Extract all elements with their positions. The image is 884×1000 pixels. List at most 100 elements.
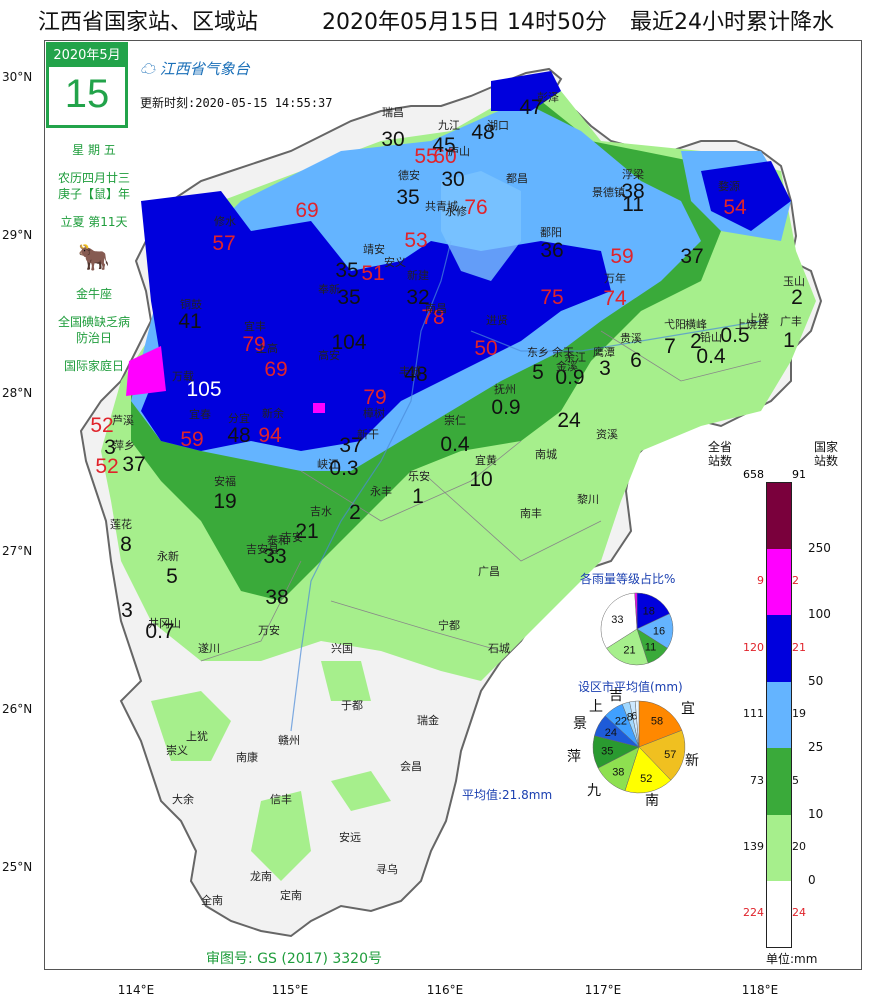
legend-swatch [767, 615, 791, 682]
station-value: 94 [258, 424, 282, 447]
city-label: 湖口 [487, 119, 509, 132]
station-value: 52 [90, 414, 114, 437]
city-label: 黎川 [577, 493, 599, 506]
station-value: 19 [213, 490, 237, 513]
station-value: 6 [630, 349, 642, 372]
station-value: 59 [180, 428, 204, 451]
pie-slice-label: 57 [664, 749, 676, 761]
station-value: 33 [263, 545, 287, 568]
rain-zone-light-south [151, 691, 231, 761]
city-label: 崇仁 [444, 414, 466, 427]
rain-zone-250-magenta [126, 346, 166, 396]
city-label: 樟树 [363, 407, 385, 420]
map-approval-number: 审图号: GS (2017) 3320号 [206, 951, 382, 967]
pie-slice-label: 11 [645, 641, 656, 653]
station-value: 53 [404, 229, 428, 252]
city-label: 定南 [280, 889, 302, 902]
city-label: 芦溪 [112, 414, 134, 427]
legend-tick-label: 250 [808, 541, 831, 555]
city-label: 九江 [438, 119, 460, 132]
station-value: 104 [331, 331, 367, 354]
city-label: 东乡 [527, 346, 549, 359]
station-value: 45 [432, 134, 456, 157]
river-gan [290, 240, 452, 732]
prefecture-boundaries [200, 330, 762, 662]
station-value: 0.9 [491, 396, 521, 419]
legend-unit: 单位:mm [766, 952, 818, 966]
city-label: 万安 [258, 624, 280, 637]
city-label: 铅山 [700, 331, 722, 344]
city-label: 宜黄 [475, 454, 497, 467]
station-value: 38 [265, 586, 289, 609]
city-label: 乐安 [408, 470, 430, 483]
poyang-lake [441, 171, 521, 281]
station-value: 3 [599, 357, 611, 380]
pie-slice [624, 746, 672, 794]
station-value: 36 [540, 239, 564, 262]
logo-icon: ☁ [140, 60, 160, 78]
map-title: 江西省国家站、区域站 2020年05月15日 14时50分 最近24小时累计降水 [0, 4, 884, 38]
station-value: 37 [680, 245, 704, 268]
legend-swatch [767, 483, 791, 549]
map-frame [44, 40, 862, 970]
city-label: 大余 [172, 793, 194, 806]
calendar-solar-term: 立夏 第11天 [60, 215, 128, 229]
city-label: 吉安县 [246, 543, 279, 556]
average-value: 平均值:21.8mm [462, 788, 553, 802]
rainfall-map [79, 67, 823, 938]
city-label: 安福 [214, 475, 236, 488]
city-label: 丰城 [399, 365, 421, 378]
station-value: 38 [621, 180, 645, 203]
station-value: 35 [337, 286, 361, 309]
station-value: 10 [469, 468, 493, 491]
pie-slice [638, 700, 683, 748]
city-label: 上饶县 [735, 318, 768, 331]
city-label: 都昌 [506, 172, 528, 185]
calendar-ganzhi: 庚子【鼠】年 [57, 187, 130, 201]
station-value: 0.9 [555, 366, 585, 389]
station-value: 55 [414, 145, 438, 168]
pie-slice-label: 38 [612, 766, 624, 778]
lon-label-114: 114°E [117, 983, 155, 997]
calendar-weekday: 星 期 五 [72, 143, 116, 157]
station-value: 48 [227, 424, 251, 447]
station-value: 1 [412, 485, 424, 508]
station-value: 60 [433, 145, 457, 168]
station-value: 2 [690, 330, 702, 353]
city-label: 庐山 [448, 145, 470, 158]
station-value: 79 [242, 333, 266, 356]
pie2-city-name: 上 [589, 699, 603, 715]
rain-zone-north-blue [491, 71, 561, 111]
legend-left-title-text: 全省 站数 [707, 440, 732, 468]
city-label: 安远 [339, 831, 361, 844]
station-value: 76 [464, 196, 488, 219]
city-label: 吉安 [281, 531, 303, 544]
city-label: 宜春 [189, 408, 211, 421]
city-label: 瑞金 [417, 714, 439, 727]
station-value: 32 [406, 286, 430, 309]
city-label: 高安 [318, 349, 340, 362]
legend-tick-label: 10 [808, 807, 824, 821]
city-label: 余江 [564, 351, 586, 364]
station-value: 35 [396, 186, 420, 209]
legend-colorbar [766, 482, 792, 948]
station-value: 5 [532, 361, 544, 384]
city-label: 南城 [535, 448, 557, 461]
station-value: 8 [120, 533, 132, 556]
city-label: 靖安 [363, 243, 385, 256]
station-value: 11 [622, 193, 644, 216]
ox-icon: 🐂 [77, 243, 111, 273]
city-label: 兴国 [331, 642, 353, 655]
pie-slice [638, 729, 686, 781]
legend-swatch [767, 881, 791, 947]
pie-slice [634, 700, 640, 748]
calendar-card: 2020年5月 15 [46, 42, 128, 128]
legend-count-all: 120 [743, 641, 764, 654]
pie-slice-label: 18 [643, 605, 655, 617]
rain-zone-ne-dark [701, 161, 791, 231]
station-value: 21 [295, 520, 319, 543]
station-value: 69 [264, 358, 288, 381]
calendar-event-2: 防治日 [75, 331, 112, 345]
city-label: 横峰 [685, 318, 707, 331]
city-label: 井冈山 [148, 617, 181, 630]
